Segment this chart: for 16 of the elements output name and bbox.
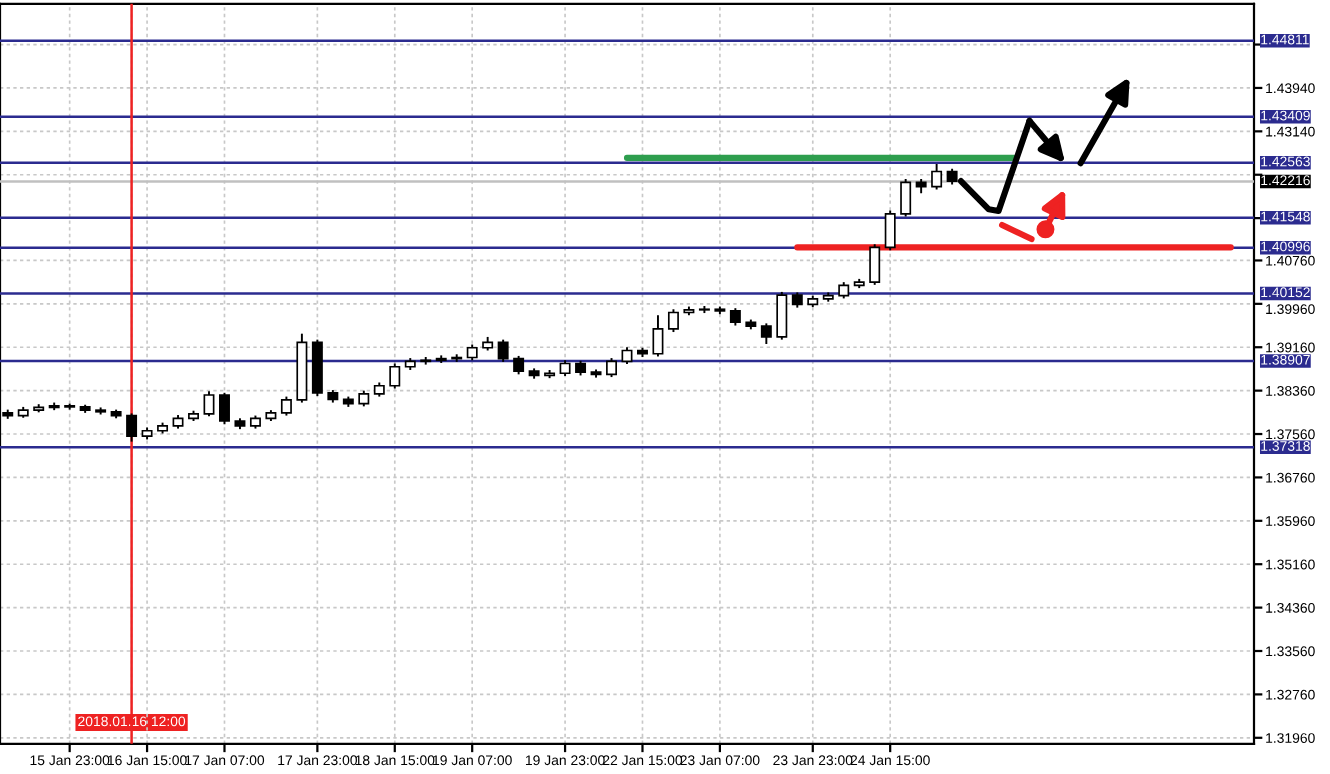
candlestick — [606, 357, 617, 379]
candlestick — [776, 290, 788, 341]
candlestick — [931, 162, 943, 191]
candlestick — [219, 391, 230, 426]
candlestick — [900, 178, 912, 218]
candlestick — [667, 308, 679, 334]
candlestick — [497, 338, 509, 363]
candlestick — [869, 243, 881, 286]
candlestick — [652, 314, 664, 358]
candlestick — [760, 322, 772, 345]
candlestick — [884, 209, 896, 252]
candlestick — [513, 354, 525, 376]
candlestick — [126, 412, 138, 443]
candlestick — [389, 362, 401, 390]
candlestick — [203, 390, 215, 418]
candlestick — [280, 395, 292, 417]
